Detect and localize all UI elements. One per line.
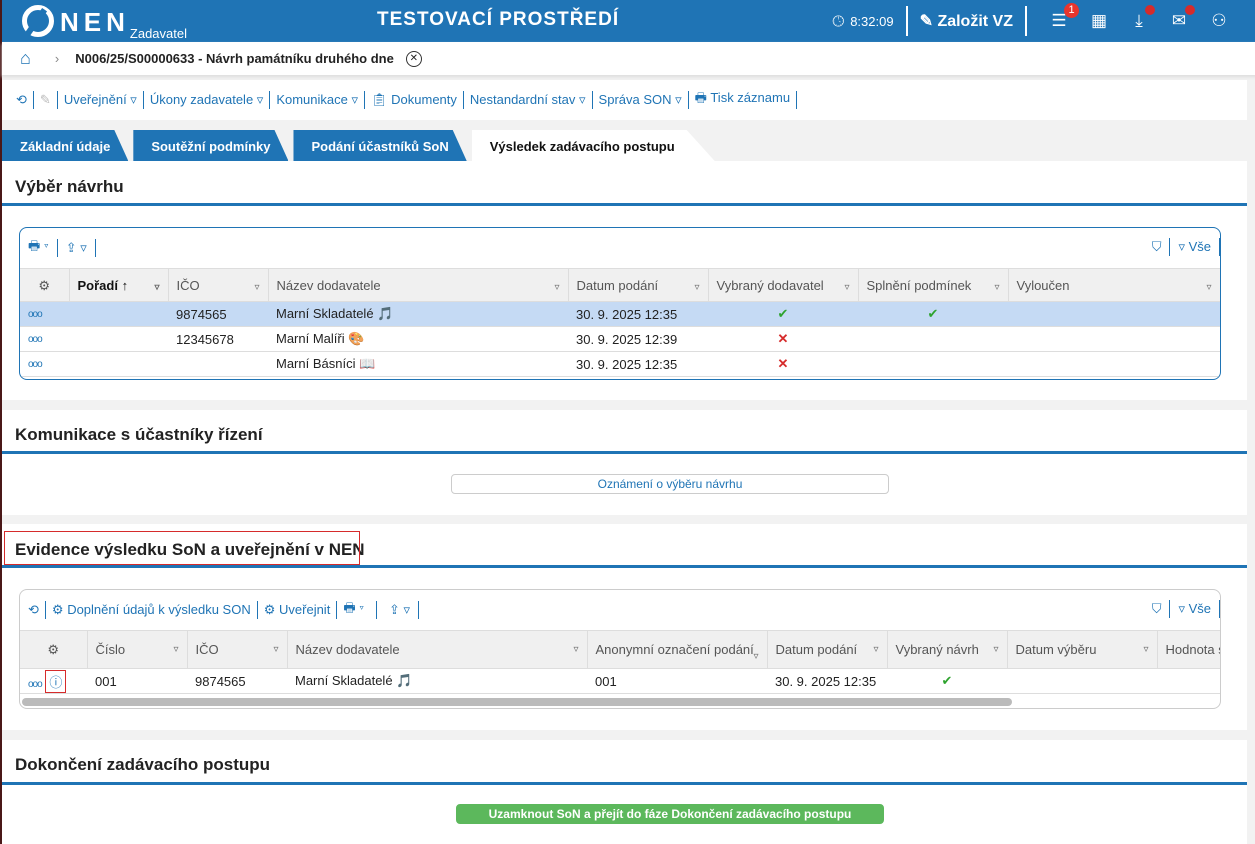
chevron-right-icon: › [54,51,60,66]
column-header[interactable]: Pořadí ↑ ▿ [69,268,169,302]
table-row[interactable]: ooo 12345678 Marní Malíři 🎨 30. 9. 2025 12:… [20,326,1220,352]
table-row[interactable]: ooo ⓘ 001 9874565 Marní Skladatelé 🎵 001 30.… [20,668,1220,694]
row-actions-button[interactable]: ooo [20,326,69,352]
menu-uverejneni[interactable]: Uveřejnění ▿ [63,92,137,107]
menu-nestandardni-stav[interactable]: Nestandardní stav ▿ [469,92,586,107]
row-actions-button[interactable]: ooo [28,678,43,690]
notification-badge: 1 [1064,3,1079,18]
section-evidence: Evidence výsledku SoN a uveřejnění v NEN… [2,524,1247,730]
filter-all-button[interactable]: ▿ Vše [1178,239,1211,254]
clipboard-icon: 📋︎ [371,92,388,107]
nen-logo[interactable]: NEN Zadavatel [22,5,187,41]
section-komunikace: Komunikace s účastníky řízení Oznámení o… [2,410,1247,515]
row-actions-button[interactable]: ooo [20,301,69,327]
column-header[interactable]: Název dodavatele ▿ [287,630,588,669]
breadcrumb: ⌂ › N006/25/S00000633 - Návrh památníku … [2,42,1255,75]
close-icon[interactable]: ✕ [405,50,422,67]
print-menu-button[interactable]: 🖶 ▿ [343,600,365,615]
section-vyber-navrhu: Výběr návrhu 🖶 ▿ ⇪ ▿ ⛉ ▿ Vše ⚙ Pořadí ↑ ▿ I… [2,161,1247,400]
main-toolbar: ⟲ ✎ Uveřejnění ▿ Úkony zadavatele ▿ Komu… [2,80,1247,120]
column-header[interactable]: IČO ▿ [168,268,269,302]
row-actions-button[interactable]: ooo [20,351,69,377]
oznameni-button[interactable]: Oznámení o výběru návrhu [451,474,889,494]
environment-title: TESTOVACÍ PROSTŘEDÍ [377,9,620,30]
export-menu-button[interactable]: ⇪ ▿ [65,240,87,255]
table-row[interactable]: ooo 9874565 Marní Skladatelé 🎵 30. 9. 2025 … [20,301,1220,327]
filter-icon[interactable]: ⛉ [1151,601,1162,616]
column-header[interactable]: Datum výběru ▿ [1007,630,1158,669]
column-header[interactable]: Název dodavatele ▿ [268,268,569,302]
table-row[interactable]: ooo Marní Básníci 📖 30. 9. 2025 12:35 ✕ [20,351,1220,377]
clock-icon: 🕓︎ [832,12,845,30]
vyber-grid: 🖶 ▿ ⇪ ▿ ⛉ ▿ Vše ⚙ Pořadí ↑ ▿ IČO ▿ Název dod… [19,227,1221,380]
horizontal-scrollbar[interactable] [22,698,1012,706]
export-menu-button[interactable]: ⇪ ▿ [389,602,411,617]
user-icon[interactable]: ⚇ [1211,11,1227,30]
home-icon[interactable]: ⌂ [20,48,31,68]
column-header[interactable]: Číslo ▿ [87,630,188,669]
section-dokonceni: Dokončení zadávacího postupu Uzamknout S… [2,740,1247,844]
tab-zakladni-udaje[interactable]: Základní údaje [2,130,128,161]
tab-podani-ucastniku[interactable]: Podání účastníků SoN [293,130,466,161]
filter-icon[interactable]: ⛉ [1151,239,1162,254]
refresh-icon[interactable]: ⟲ [16,92,27,107]
menu-icon[interactable]: ☰ 1 [1039,3,1079,31]
session-time: 8:32:09 [850,13,894,29]
menu-komunikace[interactable]: Komunikace ▿ [276,92,358,107]
tab-soutezni-podminky[interactable]: Soutěžní podmínky [133,130,288,161]
menu-ukony-zadavatele[interactable]: Úkony zadavatele ▿ [149,92,264,107]
column-header[interactable]: Datum podání ▿ [767,630,888,669]
column-header[interactable]: Hodnota s [1157,630,1220,669]
download-icon[interactable]: ⤓ [1119,5,1159,31]
tab-vysledek[interactable]: Výsledek zadávacího postupu [472,130,715,161]
column-header[interactable]: IČO ▿ [187,630,288,669]
lock-son-button[interactable]: Uzamknout SoN a přejít do fáze Dokončení… [456,804,884,824]
column-header[interactable]: Vyloučen ▿ [1008,268,1220,302]
edit-icon: ✎ [919,13,938,30]
breadcrumb-item[interactable]: N006/25/S00000633 - Návrh památníku druh… [75,51,394,66]
section-title: Výběr návrhu [15,177,124,196]
app-header: NEN Zadavatel TESTOVACÍ PROSTŘEDÍ 🕓︎ 8:32… [2,0,1255,42]
publish-button[interactable]: ⚙ Uveřejnit [263,602,331,617]
filter-all-button[interactable]: ▿ Vše [1178,601,1211,616]
fill-result-button[interactable]: ⚙ Doplnění údajů k výsledku SON [51,602,251,617]
create-vz-button[interactable]: ✎ Založit VZ [919,13,1013,30]
column-header[interactable]: Vybraný dodavatel ▿ [708,268,859,302]
menu-tisk-zaznamu[interactable]: 🖶 Tisk záznamu [694,90,791,105]
menu-sprava-son[interactable]: Správa SON ▿ [598,92,682,107]
tab-bar: Základní údaje Soutěžní podmínky Podání … [2,130,720,161]
printer-icon: 🖶 [694,90,707,105]
info-icon[interactable]: ⓘ [45,669,67,693]
column-header[interactable]: Datum podání ▿ [568,268,709,302]
column-settings-button[interactable]: ⚙ [20,630,88,669]
refresh-icon[interactable]: ⟲ [28,602,39,617]
column-header[interactable]: Anonymní označení podání ▿ [587,630,768,669]
evidence-grid: ⟲ ⚙ Doplnění údajů k výsledku SON ⚙ Uveř… [19,589,1221,709]
calendar-icon[interactable]: ▦ [1090,11,1108,30]
edit-icon[interactable]: ✎ [39,92,51,107]
column-settings-button[interactable]: ⚙ [20,268,70,302]
print-menu-button[interactable]: 🖶 ▿ [28,238,49,253]
mail-icon[interactable]: ✉ [1159,5,1199,31]
menu-dokumenty[interactable]: 📋︎ Dokumenty [371,92,457,107]
column-header[interactable]: Vybraný návrh ▿ [887,630,1008,669]
column-header[interactable]: Splnění podmínek ▿ [858,268,1009,302]
